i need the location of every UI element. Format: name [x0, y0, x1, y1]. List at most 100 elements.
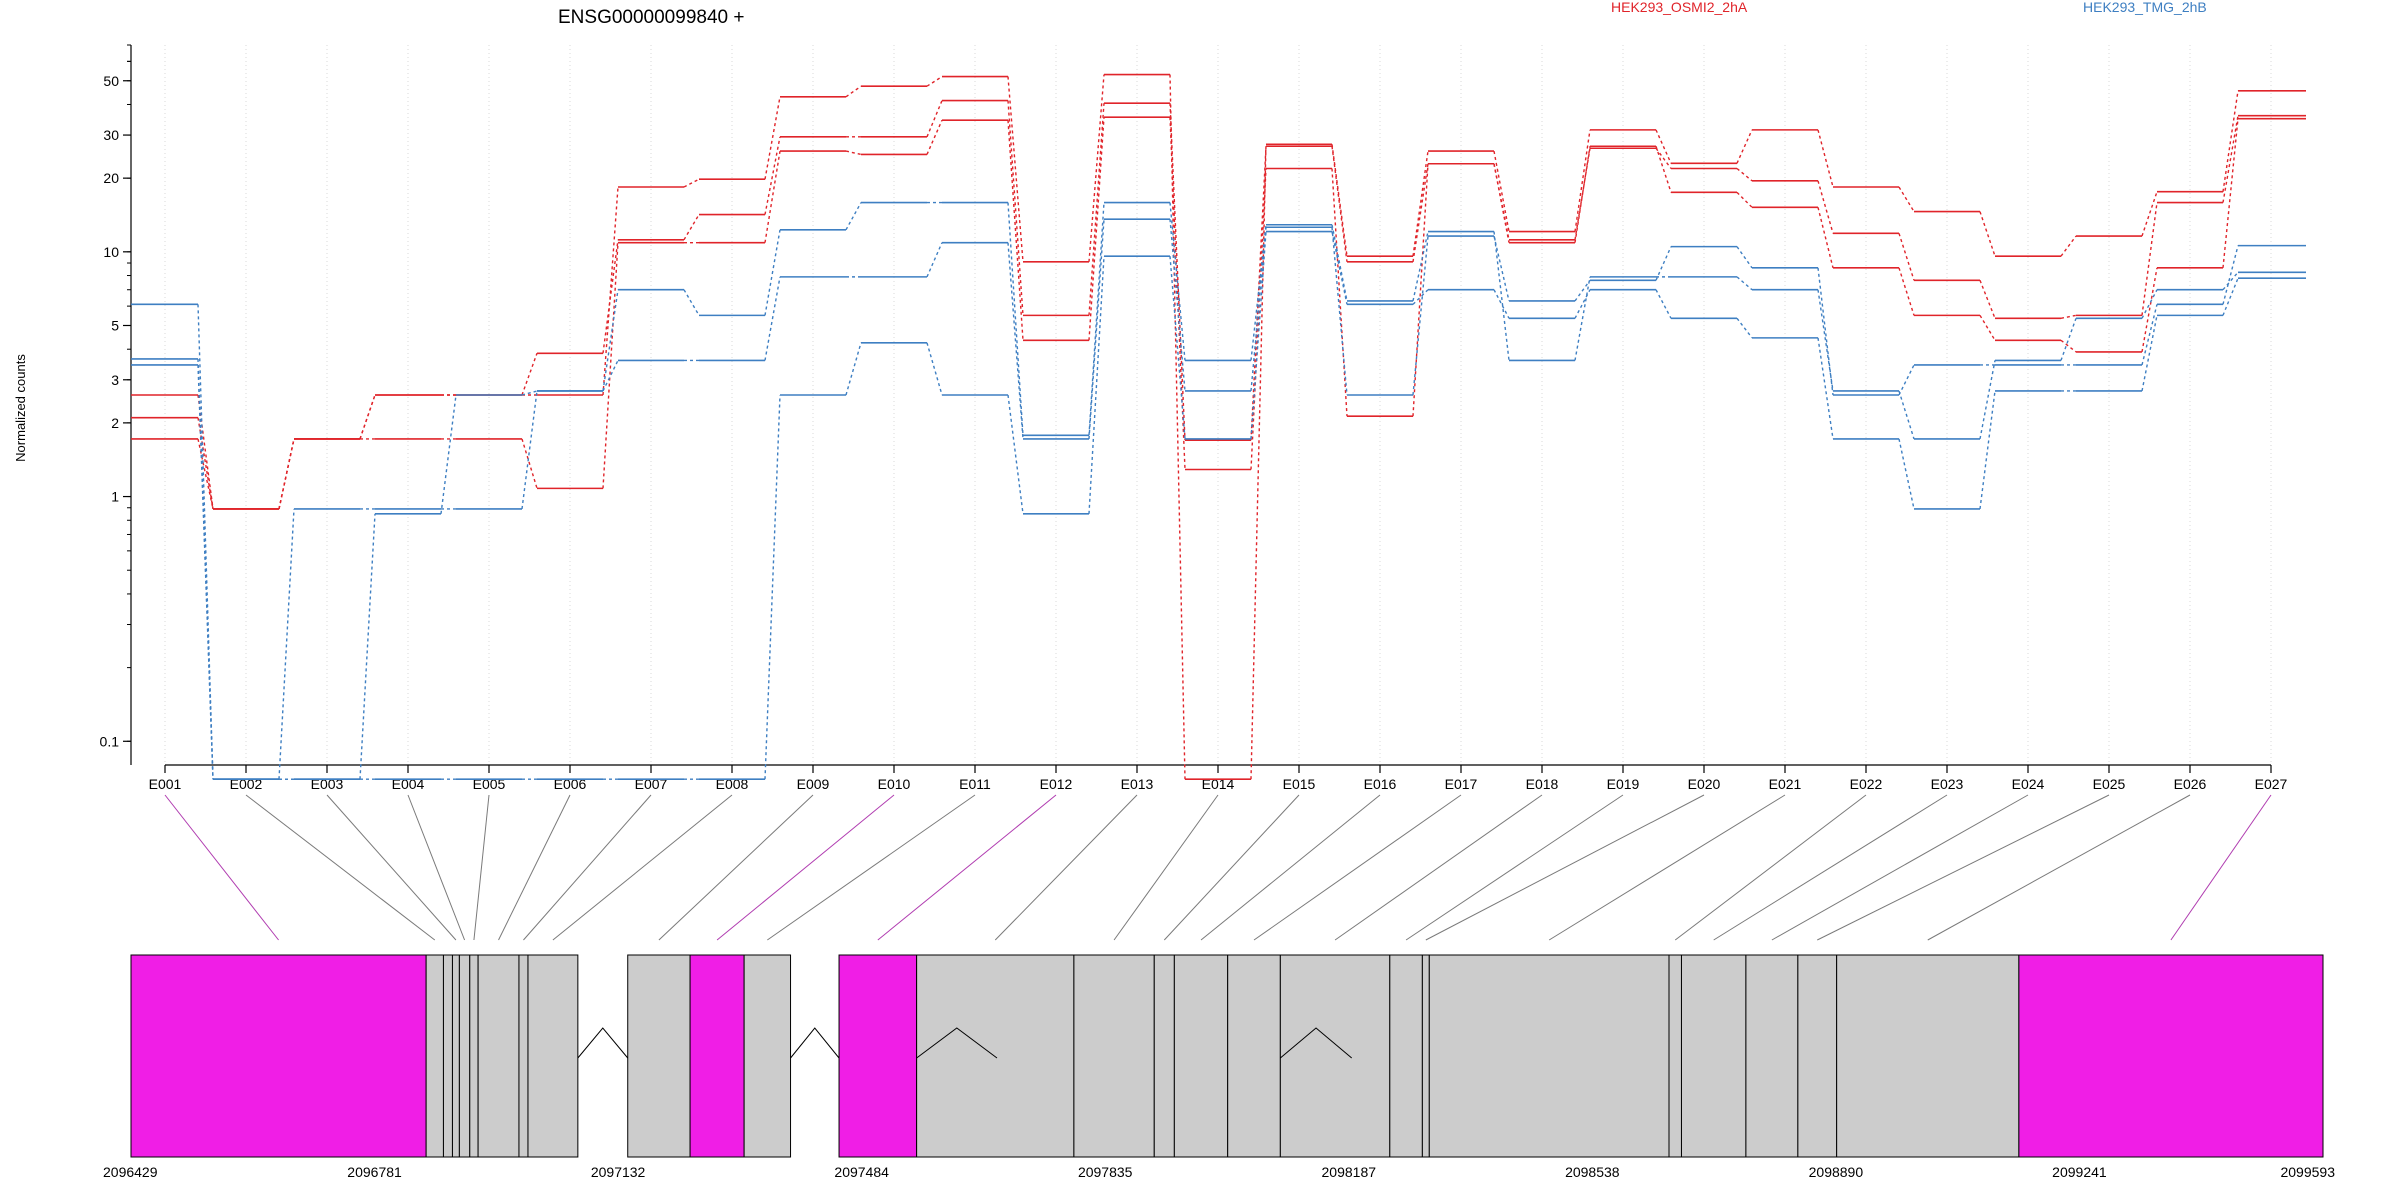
- connector-E001: [164, 794, 279, 941]
- series-connector: [1493, 289, 1510, 319]
- connector-E021: [1548, 794, 1786, 941]
- x-tick-label-E026: E026: [2174, 776, 2207, 792]
- coordinate-label: 2098890: [1809, 1164, 1864, 1180]
- x-tick-label-E024: E024: [2012, 776, 2045, 792]
- y-axis: 0.1 1 2 3 5 10 20 30 50: [100, 44, 132, 765]
- exon-segment: [425, 954, 444, 1158]
- series-connector: [521, 438, 538, 489]
- exon-segment: [916, 954, 1075, 1158]
- x-axis: E001 E002 E003 E004 E005 E006 E007 E008 E009 E010…: [149, 764, 2288, 792]
- series-connector: [1574, 279, 1591, 302]
- connector-E014: [1113, 794, 1219, 941]
- series-connector: [764, 394, 781, 780]
- exon-segment: [442, 954, 453, 1158]
- series-connector: [2222, 271, 2239, 291]
- x-tick-label-E022: E022: [1850, 776, 1883, 792]
- genomic-coordinate-axis: 2096429 2096781 2097132 2097484 2097835 20981…: [103, 1164, 2335, 1180]
- connector-E026: [1927, 794, 2191, 941]
- series-connector: [1493, 163, 1510, 240]
- exon-segment: [1073, 954, 1155, 1158]
- coordinate-label: 2099593: [2280, 1164, 2335, 1180]
- series-connector: [2222, 118, 2239, 268]
- x-tick-label-E014: E014: [1202, 776, 1235, 792]
- connector-E007: [523, 794, 652, 941]
- exon-segment: [1836, 954, 2020, 1158]
- series-connector: [1655, 147, 1672, 169]
- series-connector: [1817, 207, 1834, 269]
- series-4: [131, 230, 2306, 780]
- series-connector: [1088, 202, 1105, 436]
- series-connector: [1898, 233, 1915, 281]
- x-tick-label-E023: E023: [1931, 776, 1964, 792]
- series-connector: [845, 202, 862, 231]
- series-connector: [1169, 117, 1186, 470]
- exon-segment: [1680, 954, 1747, 1158]
- series-connector: [845, 150, 862, 156]
- series-connector: [1898, 390, 1915, 440]
- connector-E002: [245, 794, 436, 941]
- series-connector: [926, 342, 943, 396]
- y-tick-label: 5: [111, 317, 119, 333]
- series-connector: [2141, 267, 2158, 353]
- exon-segment: [527, 954, 579, 1158]
- series-connector: [1655, 289, 1672, 319]
- series-connector: [1817, 337, 1834, 440]
- series-connector: [764, 96, 781, 180]
- coordinate-label: 2098187: [1322, 1164, 1377, 1180]
- intron-line: [1280, 1027, 1353, 1059]
- y-tick-label: 3: [111, 372, 119, 388]
- y-axis-label: Normalized counts: [13, 354, 28, 462]
- series-connector: [1574, 129, 1591, 232]
- series-connector: [764, 229, 781, 316]
- series-connector: [1169, 74, 1186, 780]
- series-connector: [764, 276, 781, 361]
- series-connector: [1736, 276, 1753, 291]
- x-tick-label-E005: E005: [473, 776, 506, 792]
- chart-title: ENSG00000099840 +: [558, 7, 744, 28]
- series-connector: [683, 214, 700, 241]
- series-connector: [1007, 202, 1024, 436]
- series-connector: [1979, 211, 1996, 257]
- series-connector: [845, 85, 862, 98]
- connector-E012: [877, 794, 1057, 941]
- series-connector: [1655, 246, 1672, 281]
- x-tick-label-E012: E012: [1040, 776, 1073, 792]
- series-connector: [2222, 115, 2239, 203]
- series-connector: [1493, 231, 1510, 361]
- coordinate-label: 2098538: [1565, 1164, 1620, 1180]
- series-connector: [2141, 289, 2158, 319]
- series-connector: [278, 508, 295, 780]
- series-connector: [359, 394, 376, 440]
- series-connector: [1736, 246, 1753, 269]
- series-connector: [1736, 317, 1753, 339]
- series-connector: [602, 186, 619, 396]
- connector-E004: [407, 794, 466, 941]
- exon-segment: [469, 954, 479, 1158]
- series-connector: [1655, 129, 1672, 164]
- exon-segment: [627, 954, 691, 1158]
- series-connector: [1574, 146, 1591, 243]
- series-connector: [683, 178, 700, 188]
- legend-label-osmi: HEK293_OSMI2_2hA: [1611, 0, 1748, 15]
- connector-E011: [767, 794, 976, 941]
- series-connector: [521, 390, 538, 396]
- series-connector: [521, 390, 538, 510]
- x-tick-label-E010: E010: [878, 776, 911, 792]
- exon-connectors: [164, 794, 2272, 941]
- x-tick-label-E003: E003: [311, 776, 344, 792]
- series-connector: [1412, 163, 1429, 417]
- connector-E009: [658, 794, 814, 941]
- coordinate-label: 2099241: [2052, 1164, 2107, 1180]
- series-connector: [1250, 227, 1267, 392]
- series-connector: [1250, 224, 1267, 361]
- connector-E008: [552, 794, 733, 941]
- series-6: [131, 201, 2306, 780]
- exon-segment: [1227, 954, 1281, 1158]
- series-connector: [1250, 146, 1267, 441]
- series-connector: [1169, 202, 1186, 361]
- series-connector: [2060, 235, 2077, 257]
- series-connector: [1736, 191, 1753, 208]
- series-2: [131, 73, 2306, 780]
- y-tick-label: 10: [103, 244, 119, 260]
- series-connector: [1979, 360, 1996, 440]
